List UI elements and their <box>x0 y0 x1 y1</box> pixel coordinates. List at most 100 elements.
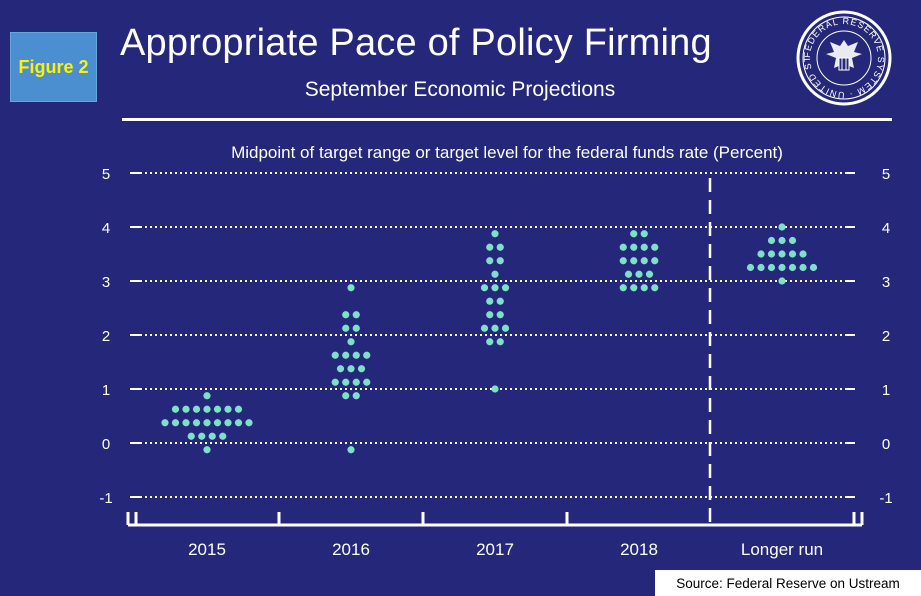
dot-2015 <box>203 405 211 413</box>
dot-2017 <box>491 385 499 393</box>
dot-longer-run <box>788 236 797 245</box>
dot-2018 <box>640 284 648 292</box>
dot-2016 <box>347 365 355 373</box>
y-tick-label: -1 <box>99 490 112 507</box>
dot-2017 <box>496 257 504 265</box>
dot-2016 <box>347 284 355 292</box>
y-tick-label: 5 <box>882 166 890 183</box>
dot-2018 <box>640 257 648 265</box>
x-tick-label: 2016 <box>332 540 370 559</box>
dot-2016 <box>342 378 350 386</box>
dot-longer-run <box>767 250 776 258</box>
federal-reserve-seal-icon: FEDERAL RESERVE SYSTEM · UNITED STATES <box>794 8 892 106</box>
dot-2017 <box>491 284 499 292</box>
dot-longer-run <box>788 250 797 258</box>
dot-2016 <box>347 338 355 346</box>
dot-2016 <box>342 311 350 319</box>
dot-2017 <box>496 311 504 319</box>
dot-2015 <box>208 432 216 440</box>
dot-2018 <box>619 243 627 251</box>
y-tick-label: 2 <box>102 328 110 345</box>
dot-2016 <box>352 392 360 400</box>
dot-2016 <box>352 324 360 332</box>
dot-2018 <box>640 230 648 238</box>
dot-2018 <box>630 230 638 238</box>
y-tick-label: 2 <box>882 328 890 345</box>
dot-2018 <box>624 270 633 278</box>
dot-2015 <box>182 405 190 413</box>
dot-longer-run <box>778 250 786 258</box>
dot-2017 <box>496 297 504 305</box>
dot-2017 <box>480 284 489 292</box>
y-tick-labels-right: 5 4 3 2 1 0 -1 <box>879 166 892 507</box>
dot-2015 <box>171 419 180 427</box>
y-tick-label: 5 <box>102 166 110 183</box>
dot-2017 <box>486 243 494 251</box>
dot-2015 <box>187 432 195 440</box>
dot-2017 <box>496 243 504 251</box>
dot-2015 <box>234 419 243 427</box>
dot-2017 <box>486 311 494 319</box>
dot-2017 <box>486 338 494 346</box>
dot-2018 <box>635 270 643 278</box>
y-tick-labels-left: 5 4 3 2 1 0 -1 <box>99 166 112 507</box>
dot-2018 <box>630 284 638 292</box>
dot-2015 <box>171 405 180 413</box>
dot-2016 <box>352 311 360 319</box>
y-tick-label: 4 <box>882 220 890 237</box>
dot-2015 <box>198 432 206 440</box>
y-tick-label: 1 <box>102 382 110 399</box>
dot-2018 <box>640 243 648 251</box>
dot-2018 <box>630 243 638 251</box>
dot-longer-run <box>778 236 786 245</box>
dot-2016 <box>357 365 366 373</box>
x-tick-label: 2015 <box>188 540 226 559</box>
dot-2017 <box>491 324 499 332</box>
dot-2015 <box>224 405 232 413</box>
dot-2017 <box>501 324 510 332</box>
dot-2017 <box>491 230 499 238</box>
dot-longer-run <box>778 223 786 231</box>
dot-2017 <box>491 270 499 278</box>
y-tick-label: 4 <box>102 220 110 237</box>
y-tick-label: 3 <box>102 274 110 291</box>
figure-label: Figure 2 <box>10 32 97 102</box>
dot-2015 <box>203 392 211 400</box>
dot-2016 <box>331 351 339 359</box>
dots <box>161 223 818 454</box>
x-tick-label: 2017 <box>476 540 514 559</box>
y-tick-label: 0 <box>882 436 890 453</box>
y-tick-label: -1 <box>879 490 892 507</box>
grid-lines <box>130 172 855 527</box>
dot-2018 <box>645 270 654 278</box>
dot-longer-run <box>746 263 755 272</box>
dot-longer-run <box>767 236 776 245</box>
dot-longer-run <box>799 250 807 258</box>
dot-2018 <box>651 243 659 251</box>
dot-longer-run <box>757 263 765 272</box>
dot-longer-run <box>757 250 765 258</box>
dot-2015 <box>234 405 243 413</box>
source-caption: Source: Federal Reserve on Ustream <box>655 570 921 596</box>
dot-2016 <box>342 351 350 359</box>
dot-2015 <box>219 432 227 440</box>
dot-2016 <box>363 378 371 386</box>
y-tick-label: 3 <box>882 274 890 291</box>
dot-2017 <box>486 257 494 265</box>
dot-2018 <box>630 257 638 265</box>
dot-2018 <box>619 257 627 265</box>
chart-subtitle: September Economic Projections <box>304 78 616 101</box>
x-axis <box>126 512 864 527</box>
title-divider <box>122 118 892 121</box>
x-tick-label: Longer run <box>741 540 823 559</box>
dot-2018 <box>651 257 659 265</box>
dot-longer-run <box>799 263 807 272</box>
dot-longer-run <box>788 263 797 272</box>
dot-2015 <box>203 446 211 454</box>
dot-2016 <box>331 378 339 386</box>
chart-title: Appropriate Pace of Policy Firming <box>120 22 712 64</box>
dot-longer-run <box>809 263 818 272</box>
dot-longer-run <box>767 263 776 272</box>
dot-2015 <box>192 405 201 413</box>
dot-2018 <box>619 284 627 292</box>
